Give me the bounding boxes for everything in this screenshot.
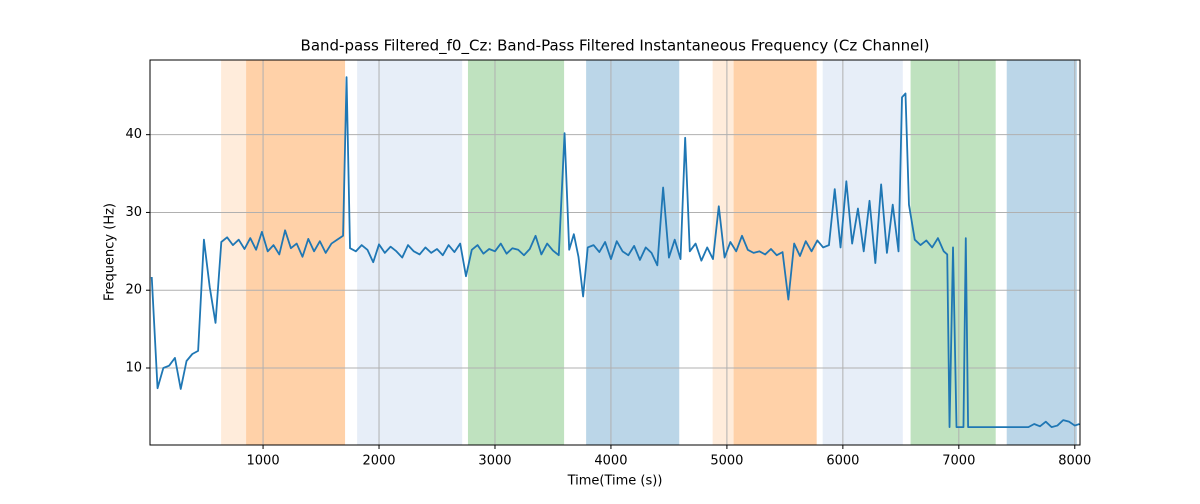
x-tick-label: 6000 [826,454,859,469]
x-tick-label: 3000 [478,454,511,469]
y-axis-label: Frequency (Hz) [103,203,118,301]
shaded-band [221,60,346,445]
y-tick-label: 30 [125,205,142,220]
x-tick-label: 8000 [1058,454,1091,469]
x-tick-label: 4000 [594,454,627,469]
y-tick-label: 20 [125,283,142,298]
x-tick-label: 1000 [247,454,280,469]
shaded-band [586,60,680,445]
x-tick-label: 7000 [942,454,975,469]
shaded-band [357,60,463,445]
shaded-band [246,60,346,445]
chart-title: Band-pass Filtered_f0_Cz: Band-Pass Filt… [301,37,930,56]
y-tick-label: 10 [125,361,142,376]
shaded-band [822,60,903,445]
x-tick-label: 5000 [710,454,743,469]
x-axis-label: Time(Time (s)) [567,474,663,489]
plot-frame [149,59,1081,446]
shaded-band [1006,60,1077,445]
data-line [150,76,1080,429]
y-tick-label: 40 [125,127,142,142]
x-tick-label: 2000 [362,454,395,469]
